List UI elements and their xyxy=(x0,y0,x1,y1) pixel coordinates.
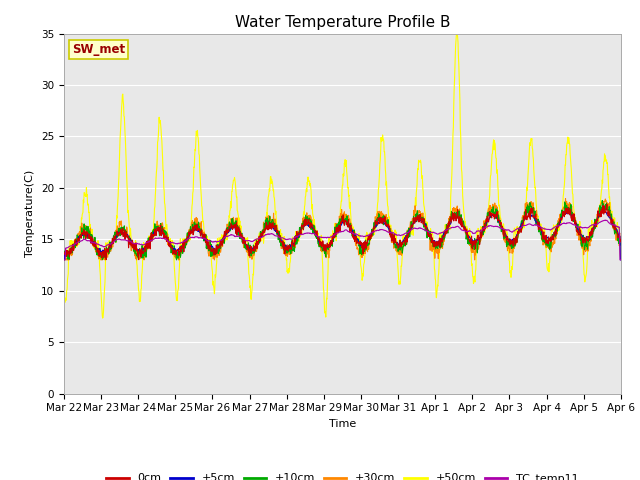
Text: SW_met: SW_met xyxy=(72,43,125,56)
Y-axis label: Temperature(C): Temperature(C) xyxy=(26,170,35,257)
Legend: 0cm, +5cm, +10cm, +30cm, +50cm, TC_temp11: 0cm, +5cm, +10cm, +30cm, +50cm, TC_temp1… xyxy=(102,469,583,480)
X-axis label: Time: Time xyxy=(329,419,356,429)
Title: Water Temperature Profile B: Water Temperature Profile B xyxy=(235,15,450,30)
